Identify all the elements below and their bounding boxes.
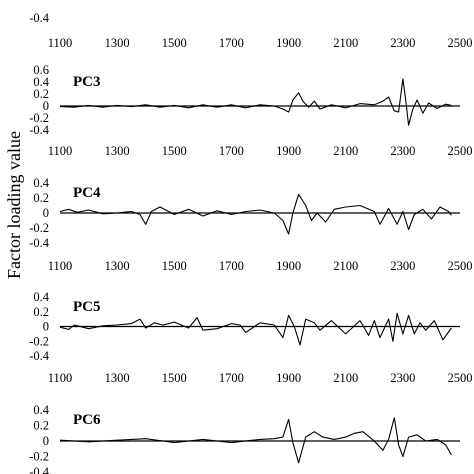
y-tick-label: 0.2 [33,191,49,205]
x-tick-label: 2100 [333,144,358,158]
x-tick-label: 2300 [390,144,415,158]
y-tick-label: -0.2 [29,111,49,125]
y-tick-label: 0.6 [33,63,49,77]
x-tick-label: 1500 [162,371,187,385]
x-tick-label: 1700 [219,259,244,273]
x-tick-label: 2300 [390,36,415,50]
y-tick-label: 0.2 [33,305,49,319]
y-tick-label: -0.2 [29,221,49,235]
x-tick-label: 1300 [105,259,130,273]
y-tick-label: -0.4 [29,349,50,363]
y-axis-label: Factor loading value [4,131,24,279]
x-tick-label: 1100 [48,259,73,273]
panel-label: PC6 [73,412,101,428]
loading-series-line [59,312,452,346]
x-tick-label: 2300 [390,371,415,385]
x-tick-label: 1500 [162,36,187,50]
x-tick-label: 2500 [448,144,473,158]
loading-series-line [59,417,452,464]
x-tick-label: 1100 [48,36,73,50]
x-tick-label: 1900 [276,259,301,273]
panel-label: PC3 [73,74,101,90]
y-tick-label: -0.4 [29,236,50,250]
x-tick-label: 2100 [333,371,358,385]
x-tick-label: 1500 [162,144,187,158]
x-tick-label: 1500 [162,259,187,273]
x-tick-label: 2500 [448,36,473,50]
x-tick-label: 1700 [219,144,244,158]
y-tick-label: 0.4 [33,176,49,190]
x-tick-label: 2100 [333,259,358,273]
x-tick-label: 1900 [276,371,301,385]
y-tick-label: 0 [43,99,49,113]
y-tick-label: 0.2 [33,419,49,433]
y-tick-label: 0.2 [33,87,49,101]
x-tick-label: 2500 [448,259,473,273]
panel-label: PC5 [73,299,101,315]
y-tick-label: -0.2 [29,334,49,348]
x-tick-label: 1700 [219,36,244,50]
x-tick-label: 2100 [333,36,358,50]
x-tick-label: 1300 [105,144,130,158]
y-tick-label: 0 [43,320,49,334]
x-tick-label: 1300 [105,36,130,50]
loading-series-line [59,193,452,235]
x-tick-label: 1300 [105,371,130,385]
x-tick-label: 1900 [276,36,301,50]
y-tick-label: 0.4 [33,75,49,89]
x-tick-label: 1900 [276,144,301,158]
y-tick-label: 0.4 [33,290,49,304]
x-tick-label: 2500 [448,371,473,385]
x-tick-label: 1100 [48,144,73,158]
panel-5: 0.4 0.20 -0.2-0.4 PC6 [29,403,460,474]
y-tick-label: -0.4 [29,11,50,25]
panel-4: 0.40.20-0.2-0.4 1100 1300 1500 1700 1900 2100 2… [29,290,472,385]
y-tick-label: 0 [43,434,49,448]
panel-1: -0.4 1100 1300 1500 1700 1900 2100 2300 2500 [29,11,473,50]
x-tick-label: 1100 [48,371,73,385]
y-tick-label: 0.4 [33,403,49,417]
y-tick-label: -0.2 [29,450,49,464]
x-tick-label: 1700 [219,371,244,385]
y-tick-label: -0.4 [29,465,50,474]
panel-label: PC4 [73,185,101,201]
y-tick-label: 0 [43,206,49,220]
panel-2: 0.60.40.20-0.2-0.4 1100 1300 1500 1700 1900 21… [29,63,472,158]
loading-series-line [59,78,452,126]
panel-3: 0.40.20-0.2-0.4 1100 1300 1500 1700 1900 2100 2… [29,176,472,273]
x-tick-label: 2300 [390,259,415,273]
y-tick-label: -0.4 [29,123,50,137]
